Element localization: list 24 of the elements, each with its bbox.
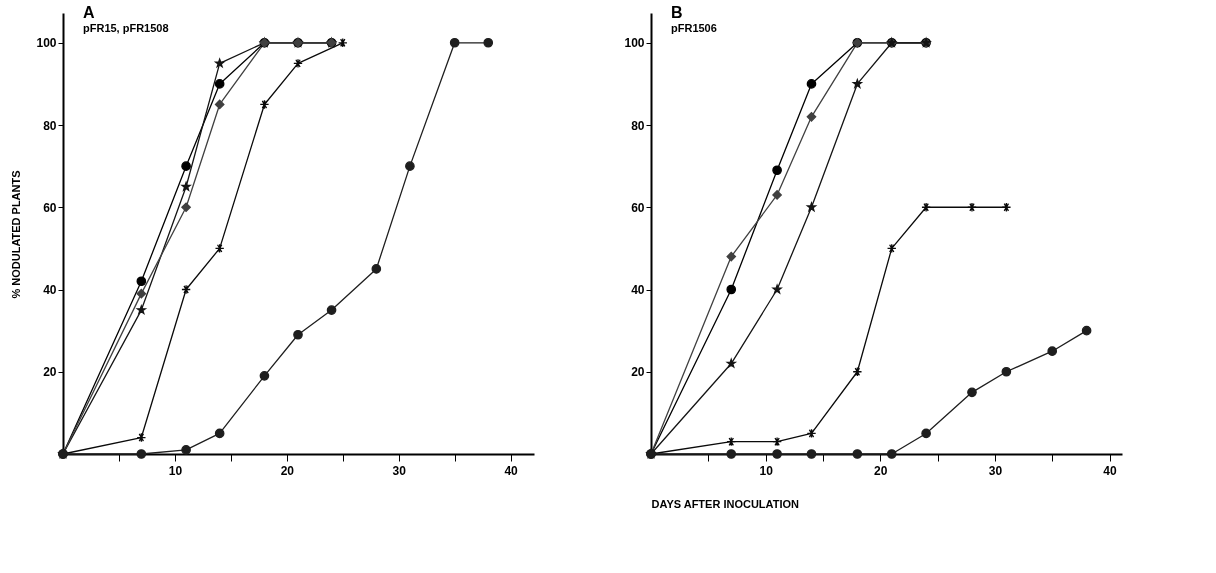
x-tick-label: 10	[759, 463, 774, 478]
x-tick-label: 10	[168, 463, 183, 478]
chart-title: B	[671, 4, 683, 21]
x-tick-label: 40	[1103, 463, 1118, 478]
chart-title: A	[83, 4, 95, 21]
x-tick-label: 40	[504, 463, 519, 478]
y-tick-label: 100	[36, 36, 57, 51]
y-tick-label: 80	[43, 118, 57, 133]
x-axis-title: DAYS AFTER INOCULATION	[651, 497, 800, 510]
x-tick-label: 30	[392, 463, 407, 478]
y-tick-label: 20	[631, 365, 645, 380]
x-tick-label: 20	[280, 463, 295, 478]
y-tick-label: 40	[43, 283, 57, 298]
y-tick-label: 20	[43, 365, 57, 380]
y-axis-title: % NODULATED PLANTS	[10, 170, 23, 299]
x-tick-label: 20	[874, 463, 888, 478]
y-tick-label: 40	[631, 283, 645, 298]
y-tick-label: 100	[624, 36, 645, 51]
y-tick-label: 60	[43, 200, 57, 215]
text: pFR1506	[671, 22, 717, 34]
x-tick-label: 30	[988, 463, 1003, 478]
y-tick-label: 60	[631, 200, 645, 215]
text: pFR15, pFR1508	[83, 22, 169, 34]
y-tick-label: 80	[631, 118, 645, 133]
